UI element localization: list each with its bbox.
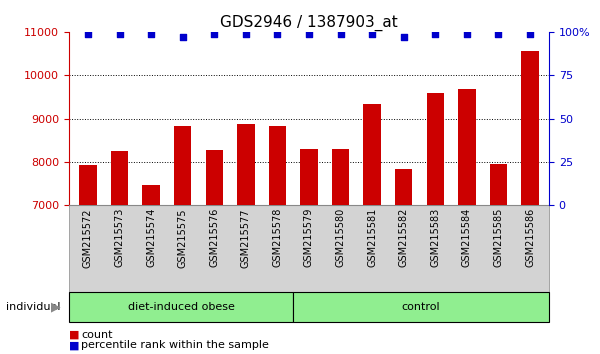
- Bar: [206, 150, 223, 205]
- Text: diet-induced obese: diet-induced obese: [128, 302, 235, 312]
- Bar: [364, 104, 381, 205]
- Bar: [111, 151, 128, 205]
- Point: [431, 31, 440, 36]
- Bar: [521, 51, 539, 205]
- Bar: [142, 184, 160, 205]
- Text: percentile rank within the sample: percentile rank within the sample: [81, 340, 269, 350]
- Title: GDS2946 / 1387903_at: GDS2946 / 1387903_at: [220, 14, 398, 30]
- Point: [241, 31, 251, 36]
- Bar: [269, 126, 286, 205]
- Point: [83, 31, 93, 36]
- Point: [178, 34, 187, 40]
- Bar: [174, 126, 191, 205]
- Text: count: count: [81, 330, 113, 339]
- Point: [336, 31, 346, 36]
- Text: ■: ■: [69, 340, 79, 350]
- Bar: [301, 149, 317, 205]
- Text: control: control: [401, 302, 440, 312]
- Point: [304, 31, 314, 36]
- Bar: [395, 169, 412, 205]
- Point: [272, 31, 282, 36]
- Point: [525, 31, 535, 36]
- Point: [209, 31, 219, 36]
- Point: [115, 31, 124, 36]
- Bar: [237, 124, 254, 205]
- Point: [367, 31, 377, 36]
- Bar: [79, 165, 97, 205]
- Bar: [458, 89, 476, 205]
- Text: individual: individual: [6, 302, 61, 312]
- Text: ▶: ▶: [51, 301, 61, 314]
- Bar: [332, 149, 349, 205]
- Bar: [427, 93, 444, 205]
- Point: [399, 34, 409, 40]
- Point: [146, 31, 156, 36]
- Point: [462, 31, 472, 36]
- Point: [494, 31, 503, 36]
- Text: ■: ■: [69, 330, 79, 339]
- Bar: [490, 164, 507, 205]
